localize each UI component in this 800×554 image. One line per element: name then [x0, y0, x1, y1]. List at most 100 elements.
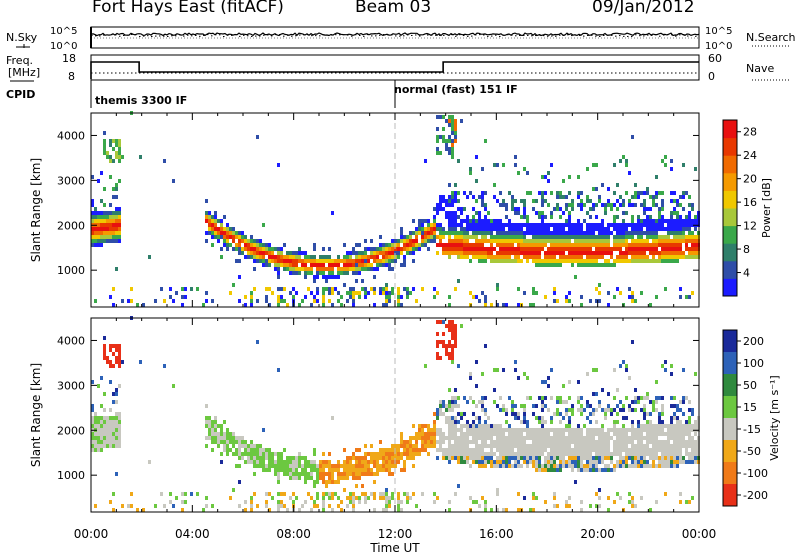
power-cell [94, 299, 97, 303]
power-cell [562, 227, 565, 231]
power-cell [502, 259, 505, 263]
power-cell [109, 219, 112, 223]
velocity-cell [445, 436, 448, 440]
power-cell [616, 223, 619, 227]
power-cell [247, 247, 250, 251]
power-cell [682, 163, 685, 167]
velocity-cell [484, 428, 487, 432]
velocity-cell [574, 432, 577, 436]
power-cell [481, 195, 484, 199]
velocity-cell [637, 424, 640, 428]
velocity-cell [103, 432, 106, 436]
power-cell [331, 211, 334, 215]
power-cell [601, 251, 604, 255]
velocity-cell [487, 416, 490, 420]
velocity-cell [148, 460, 151, 464]
power-cell [352, 287, 355, 291]
power-cell [631, 295, 634, 299]
power-cell [547, 227, 550, 231]
velocity-cell [601, 408, 604, 412]
power-cell [205, 299, 208, 303]
nsearch-dot [575, 34, 577, 36]
power-cell [424, 243, 427, 247]
velocity-cell [538, 396, 541, 400]
power-cell [679, 231, 682, 235]
velocity-cell [508, 464, 511, 468]
velocity-cell [304, 464, 307, 468]
velocity-cell [655, 380, 658, 384]
power-cell [97, 211, 100, 215]
power-cell [385, 291, 388, 295]
nave-label: Nave [746, 62, 775, 75]
velocity-cell [676, 464, 679, 468]
velocity-cell [451, 428, 454, 432]
velocity-cell [346, 460, 349, 464]
power-cell [346, 263, 349, 267]
velocity-cell [448, 420, 451, 424]
velocity-cell [520, 444, 523, 448]
power-cell [319, 271, 322, 275]
velocity-cell [499, 456, 502, 460]
power-cell [574, 259, 577, 263]
power-cell [97, 239, 100, 243]
power-cell [562, 243, 565, 247]
velocity-cell [343, 460, 346, 464]
power-cell [628, 203, 631, 207]
velocity-cell [451, 336, 454, 340]
velocity-cell [553, 412, 556, 416]
power-cell [505, 207, 508, 211]
power-cell [259, 247, 262, 251]
power-cell [676, 231, 679, 235]
velocity-cell [250, 444, 253, 448]
velocity-cell [322, 472, 325, 476]
velocity-cell [379, 440, 382, 444]
velocity-cell [595, 460, 598, 464]
nsearch-dot [243, 34, 245, 36]
velocity-cell [589, 468, 592, 472]
velocity-cell [250, 500, 253, 504]
velocity-cell [91, 440, 94, 444]
power-cell [544, 227, 547, 231]
velocity-cell [649, 456, 652, 460]
power-cell [109, 211, 112, 215]
velocity-cell [541, 404, 544, 408]
nsearch-dot [227, 34, 229, 36]
velocity-cell [442, 332, 445, 336]
power-cell [139, 155, 142, 159]
power-cell [451, 231, 454, 235]
velocity-cell [589, 432, 592, 436]
velocity-cell [109, 500, 112, 504]
velocity-cell [511, 412, 514, 416]
velocity-cell [451, 352, 454, 356]
power-cell [661, 219, 664, 223]
power-cell [448, 135, 451, 139]
power-cell [550, 255, 553, 259]
power-cell [451, 155, 454, 159]
power-cell [673, 259, 676, 263]
power-cell [523, 291, 526, 295]
power-cell [646, 243, 649, 247]
power-cell [526, 239, 529, 243]
power-cell [586, 255, 589, 259]
power-cell [643, 199, 646, 203]
power-cell [118, 231, 121, 235]
velocity-cell [658, 440, 661, 444]
power-cell [652, 251, 655, 255]
power-cell [502, 247, 505, 251]
power-cell [502, 255, 505, 259]
velocity-cell [580, 468, 583, 472]
power-cell [103, 211, 106, 215]
velocity-cell [583, 448, 586, 452]
velocity-cell [685, 440, 688, 444]
velocity-cell [505, 444, 508, 448]
nsearch-dot [247, 35, 249, 37]
velocity-cell [508, 440, 511, 444]
power-cell [538, 243, 541, 247]
power-cell [478, 243, 481, 247]
power-cell [478, 223, 481, 227]
nsearch-dot [675, 35, 677, 37]
velocity-cell [556, 400, 559, 404]
power-cell [298, 255, 301, 259]
power-cell [694, 239, 697, 243]
velocity-cell [451, 320, 454, 324]
